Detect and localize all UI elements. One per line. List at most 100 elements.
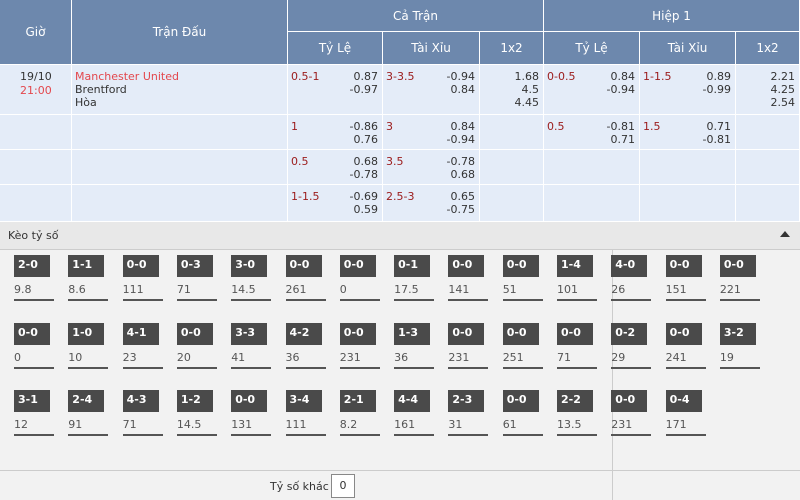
header-half: Hiệp 1 <box>544 0 800 32</box>
collapse-icon[interactable] <box>780 230 790 238</box>
handicap-line: 2.5-3 <box>386 190 415 203</box>
score-item[interactable]: 0-0 221 <box>719 255 764 303</box>
score-odds: 12 <box>14 418 28 431</box>
odds-cell: 3-3.5 -0.94 0.84 <box>383 65 480 115</box>
score-label: 1-1 <box>68 255 105 277</box>
score-item[interactable]: 0-3 71 <box>176 255 221 303</box>
score-item[interactable]: 0-4 171 <box>665 390 710 438</box>
underline <box>68 434 109 436</box>
score-bar[interactable]: Kèo tỷ số <box>0 222 800 250</box>
header-col: Tỷ Lệ <box>288 32 383 65</box>
score-odds: 14.5 <box>231 283 256 296</box>
score-item[interactable]: 4-2 36 <box>285 322 330 371</box>
score-label: 2-0 <box>14 255 50 277</box>
score-label: 0-0 <box>176 322 213 345</box>
score-item[interactable]: 4-4 161 <box>394 390 438 438</box>
underline <box>611 434 652 436</box>
score-item[interactable]: 1-4 101 <box>557 255 601 303</box>
score-item[interactable]: 0-2 29 <box>611 322 655 371</box>
score-label: 1-2 <box>176 390 213 412</box>
score-item[interactable]: 2-4 91 <box>68 390 112 438</box>
score-item[interactable]: 0-0 20 <box>176 322 221 371</box>
score-item[interactable]: 1-2 14.5 <box>176 390 221 438</box>
odds-cell: 3.5 -0.78 0.68 <box>383 150 480 185</box>
score-item[interactable]: 0-0 141 <box>448 255 492 303</box>
underline <box>665 434 706 436</box>
underline <box>502 366 543 369</box>
time-cell: 19/10 21:00 <box>0 65 72 115</box>
score-odds: 231 <box>611 418 633 431</box>
score-item[interactable]: 0-0 0 <box>14 322 58 371</box>
odds-cell: 0.5 0.68 -0.78 <box>288 150 383 185</box>
score-item[interactable]: 0-0 131 <box>231 390 275 438</box>
score-odds: 131 <box>231 418 253 431</box>
score-item[interactable]: 0-0 261 <box>285 255 330 303</box>
score-odds: 8.2 <box>339 418 358 431</box>
score-odds: 71 <box>176 283 191 296</box>
odds: -0.78 <box>349 168 378 181</box>
score-item[interactable]: 0-0 151 <box>665 255 710 303</box>
score-item[interactable]: 0-0 0 <box>339 255 384 303</box>
score-item[interactable]: 0-0 71 <box>557 322 601 371</box>
score-item[interactable]: 0-0 251 <box>502 322 547 371</box>
score-item[interactable]: 0-0 231 <box>339 322 384 371</box>
odds: -0.81 <box>606 120 635 133</box>
score-item[interactable]: 0-0 111 <box>122 255 167 303</box>
score-item[interactable]: 0-0 231 <box>611 390 655 438</box>
underline <box>557 366 597 369</box>
score-item[interactable]: 1-0 10 <box>68 322 112 371</box>
handicap-line: 3.5 <box>386 155 404 168</box>
odds-cell <box>544 150 640 185</box>
score-label: 1-3 <box>394 322 431 345</box>
score-label: 0-0 <box>14 322 50 345</box>
score-item[interactable]: 1-1 8.6 <box>68 255 112 303</box>
underline <box>339 299 380 301</box>
score-item[interactable]: 0-1 17.5 <box>394 255 438 303</box>
score-label: 0-3 <box>176 255 213 277</box>
odds: 0.68 <box>353 155 379 168</box>
score-item[interactable]: 2-2 13.5 <box>557 390 601 438</box>
odds-cell: 2.5-3 0.65 -0.75 <box>383 185 480 222</box>
odds: -0.75 <box>446 203 475 216</box>
score-item[interactable]: 3-0 14.5 <box>231 255 275 303</box>
score-item[interactable]: 4-0 26 <box>611 255 655 303</box>
score-item[interactable]: 3-4 111 <box>285 390 330 438</box>
score-title: Kèo tỷ số <box>8 229 59 242</box>
score-label: 0-0 <box>557 322 593 345</box>
score-item[interactable]: 0-0 231 <box>448 322 492 371</box>
underline <box>14 299 54 301</box>
score-item[interactable]: 1-3 36 <box>394 322 438 371</box>
score-item[interactable]: 3-3 41 <box>231 322 275 371</box>
score-item[interactable]: 3-1 12 <box>14 390 58 438</box>
score-item[interactable]: 2-0 9.8 <box>14 255 58 303</box>
score-item[interactable]: 4-1 23 <box>122 322 167 371</box>
score-label: 2-2 <box>557 390 593 412</box>
score-item[interactable]: 0-0 61 <box>502 390 547 438</box>
score-odds: 161 <box>394 418 416 431</box>
odds-cell: 0.5 -0.81 0.71 <box>544 115 640 150</box>
score-odds: 111 <box>285 418 307 431</box>
odds: -0.86 <box>349 120 378 133</box>
divider <box>0 470 800 471</box>
score-item[interactable]: 2-3 31 <box>448 390 492 438</box>
score-item[interactable]: 3-2 19 <box>719 322 764 371</box>
time-cell <box>0 150 72 185</box>
underline <box>448 299 489 301</box>
odds: 2.54 <box>770 96 796 109</box>
score-item[interactable]: 0-0 51 <box>502 255 547 303</box>
underline <box>665 366 706 369</box>
score-label: 0-1 <box>394 255 431 277</box>
underline <box>502 299 543 301</box>
score-odds: 141 <box>448 283 470 296</box>
handicap-line: 1 <box>291 120 298 133</box>
handicap-line: 3 <box>386 120 393 133</box>
score-item[interactable]: 0-0 241 <box>665 322 710 371</box>
score-odds: 111 <box>122 283 144 296</box>
odds: -0.69 <box>349 190 378 203</box>
score-item[interactable]: 2-1 8.2 <box>339 390 384 438</box>
other-value: 0 <box>331 474 355 498</box>
score-label: 3-2 <box>719 322 756 345</box>
score-label: 2-4 <box>68 390 105 412</box>
odds-cell <box>480 185 544 222</box>
score-item[interactable]: 4-3 71 <box>122 390 167 438</box>
